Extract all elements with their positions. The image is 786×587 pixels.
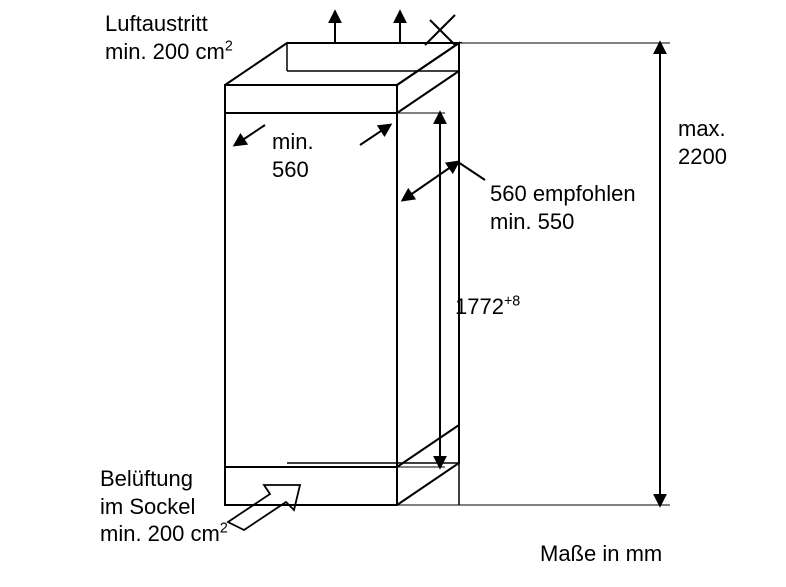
label-depth: 560 empfohlen min. 550 [490, 180, 636, 235]
cut-mark [425, 15, 455, 45]
plinth-vent-arrow [228, 485, 300, 530]
label-max-2200: max. 2200 [678, 115, 727, 170]
dim-depth [403, 162, 485, 200]
cabinet-top-face [225, 43, 459, 85]
dim-height-2200 [397, 43, 670, 505]
label-height-1772: 1772+8 [455, 293, 520, 321]
cabinet-right-face [397, 43, 459, 505]
label-units: Maße in mm [540, 540, 662, 568]
label-vent: Belüftung im Sockel min. 200 cm2 [100, 465, 228, 548]
label-air-outlet: Luftaustritt min. 200 cm2 [105, 10, 233, 65]
dim-height-1772 [397, 113, 445, 467]
label-min-560: min. 560 [272, 128, 314, 183]
